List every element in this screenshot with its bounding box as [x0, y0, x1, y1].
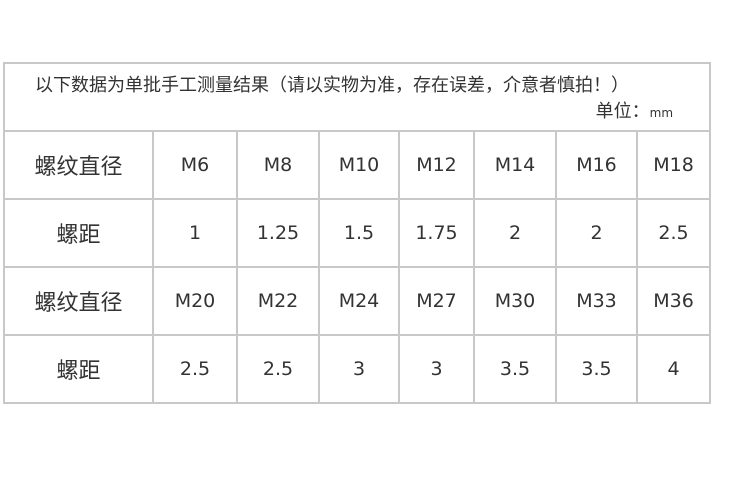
cell-value: M30	[494, 290, 536, 312]
cell-value: 3.5	[499, 358, 531, 380]
table-cell: M8	[236, 130, 320, 200]
cell-value: 2.5	[658, 222, 689, 244]
unit-value: mm	[649, 106, 674, 120]
cell-value: 2	[508, 222, 522, 244]
row-label: 螺距	[3, 198, 154, 268]
measurement-note: 以下数据为单批手工测量结果（请以实物为准，存在误差，介意者慎拍！）	[35, 75, 629, 96]
table-cell: 3	[398, 334, 475, 404]
cell-value: 4	[667, 358, 680, 380]
table-cell: M27	[398, 266, 475, 336]
table-cell: M14	[473, 130, 557, 200]
table-cell: M16	[555, 130, 638, 200]
table-cell: M24	[318, 266, 400, 336]
row-label: 螺纹直径	[3, 130, 154, 200]
thread-pitch-table: 以下数据为单批手工测量结果（请以实物为准，存在误差，介意者慎拍！） 单位：mm …	[2, 62, 712, 404]
cell-value: 3.5	[581, 358, 612, 380]
table-cell: M36	[635, 266, 712, 336]
table-cell: M12	[398, 130, 475, 200]
table-row: 螺纹直径 M6 M8 M10 M12 M14 M16 M18	[3, 130, 712, 200]
cell-value: 1.25	[256, 222, 300, 244]
cell-value: M12	[416, 154, 457, 176]
cell-value: M22	[257, 290, 299, 312]
table-cell: 1.5	[318, 198, 400, 268]
cell-value: M6	[180, 154, 210, 176]
cell-value: M18	[653, 154, 694, 176]
table-cell: 2	[555, 198, 638, 268]
table-cell: 2.5	[152, 334, 238, 404]
cell-value: M36	[653, 290, 694, 312]
table-row: 螺距 1 1.25 1.5 1.75 2 2 2.5	[3, 198, 712, 268]
table-cell: M20	[152, 266, 238, 336]
cell-value: 3	[430, 358, 443, 380]
table-row: 螺纹直径 M20 M22 M24 M27 M30 M33 M36	[3, 266, 712, 336]
row-label: 螺纹直径	[3, 266, 154, 336]
table-cell: 2.5	[635, 198, 712, 268]
header-row: 以下数据为单批手工测量结果（请以实物为准，存在误差，介意者慎拍！） 单位：mm	[2, 62, 712, 132]
table-cell: 2	[473, 198, 557, 268]
table-cell: M6	[152, 130, 238, 200]
cell-value: 1	[188, 222, 202, 244]
cell-value: M14	[494, 154, 536, 176]
cell-value: 2.5	[179, 358, 211, 380]
cell-value: M20	[174, 290, 216, 312]
table-cell: 4	[635, 334, 712, 404]
unit: 单位：mm	[596, 97, 673, 123]
cell-value: 1.5	[343, 222, 375, 244]
cell-value: M27	[416, 290, 457, 312]
table-cell: 3.5	[473, 334, 557, 404]
table-cell: 3.5	[555, 334, 638, 404]
cell-value: M33	[576, 290, 617, 312]
table-cell: 1.25	[236, 198, 320, 268]
cell-value: M24	[338, 290, 380, 312]
cell-value: 1.75	[415, 222, 458, 244]
table-cell: 2.5	[236, 334, 320, 404]
table-cell: M18	[635, 130, 712, 200]
table-cell: 3	[318, 334, 400, 404]
cell-value: M16	[576, 154, 617, 176]
table-cell: 1	[152, 198, 238, 268]
table-row: 螺距 2.5 2.5 3 3 3.5 3.5 4	[3, 334, 712, 404]
table-cell: 1.75	[398, 198, 475, 268]
cell-value: 2.5	[262, 358, 294, 380]
table-cell: M33	[555, 266, 638, 336]
cell-value: 3	[352, 358, 366, 380]
cell-value: M8	[263, 154, 293, 176]
cell-value: M10	[338, 154, 380, 176]
row-label: 螺距	[3, 334, 154, 404]
cell-value: 2	[590, 222, 603, 244]
table-cell: M30	[473, 266, 557, 336]
header-cell: 以下数据为单批手工测量结果（请以实物为准，存在误差，介意者慎拍！） 单位：mm	[2, 62, 712, 132]
unit-label: 单位：	[595, 101, 650, 122]
table-cell: M10	[318, 130, 400, 200]
table-cell: M22	[236, 266, 320, 336]
